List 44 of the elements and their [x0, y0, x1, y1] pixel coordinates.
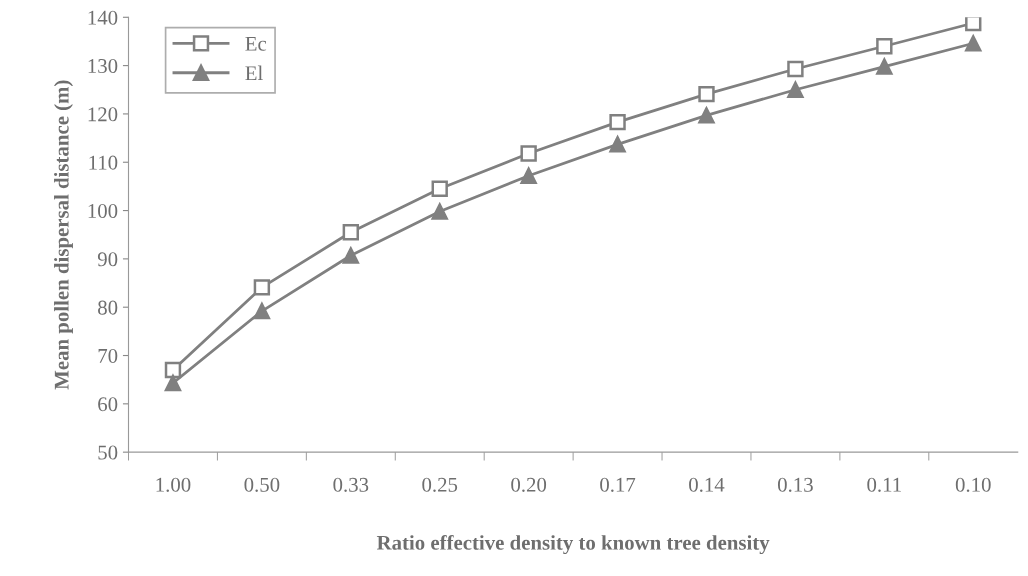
- y-tick-label: 120: [88, 107, 118, 122]
- point: [787, 60, 804, 78]
- y-tick-label: 90: [97, 252, 118, 267]
- legend-label: Ec: [245, 36, 267, 51]
- x-tick-label: 0.17: [600, 477, 636, 492]
- y-tick-label: 50: [98, 445, 118, 460]
- y-tick-label: 60: [98, 397, 118, 412]
- point: [609, 113, 626, 131]
- y-tick-label: 110: [89, 155, 118, 170]
- x-tick-label: 0.11: [867, 477, 901, 492]
- point: [698, 85, 715, 103]
- x-tick-label: 0.10: [955, 477, 991, 492]
- x-tick-label: 0.14: [689, 477, 725, 492]
- point: [876, 38, 893, 55]
- x-tick-label: 0.20: [511, 477, 547, 492]
- point: [342, 224, 359, 241]
- y-tick-label: 140: [88, 10, 118, 25]
- point: [965, 17, 982, 32]
- x-axis-title: Ratio effective density to known tree density: [376, 534, 770, 555]
- point: [253, 302, 271, 320]
- point: [342, 247, 359, 264]
- y-tick-label: 100: [88, 203, 118, 218]
- y-tick-label: 130: [88, 58, 118, 74]
- point: [609, 136, 626, 153]
- x-tick-label: 0.50: [244, 477, 280, 492]
- point: [698, 107, 715, 124]
- point: [520, 167, 537, 184]
- point: [965, 35, 982, 52]
- x-tick-label: 0.33: [333, 477, 369, 492]
- point: [431, 180, 448, 198]
- point: [164, 361, 182, 379]
- y-axis-title: Mean pollen dispersal distance (m): [54, 80, 73, 390]
- point: [876, 58, 893, 75]
- legend-label: El: [245, 65, 263, 81]
- point: [253, 279, 271, 296]
- point: [431, 203, 448, 220]
- point: [164, 374, 182, 392]
- y-tick-label: 70: [98, 348, 118, 363]
- x-tick-label: 0.13: [777, 477, 813, 492]
- x-tick-label: 1.00: [156, 477, 191, 492]
- point: [520, 145, 537, 162]
- point: [787, 81, 804, 98]
- x-tick-label: 0.25: [422, 477, 458, 492]
- y-tick-label: 80: [98, 300, 118, 315]
